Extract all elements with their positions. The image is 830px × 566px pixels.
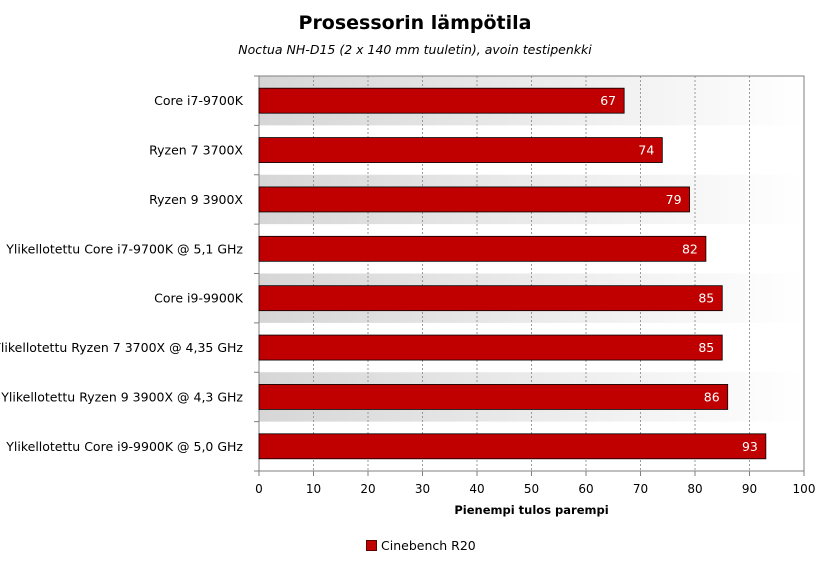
bar <box>258 433 767 460</box>
bar-value-label: 74 <box>638 143 654 158</box>
x-tick-label: 100 <box>793 482 816 496</box>
bar <box>258 235 707 262</box>
category-label: Ylikellotettu Ryzen 9 3900X @ 4,3 GHz <box>0 389 243 404</box>
category-label: Ryzen 9 3900X <box>149 192 243 207</box>
bar-value-label: 82 <box>682 241 698 256</box>
legend-swatch <box>366 540 377 551</box>
bar-value-label: 67 <box>600 93 616 108</box>
bar <box>258 137 663 163</box>
category-label: Core i7-9700K <box>154 93 244 108</box>
category-label: Ylikellotettu Core i9-9900K @ 5,0 GHz <box>5 439 243 454</box>
bar-value-label: 93 <box>742 439 758 454</box>
bar-value-label: 85 <box>698 340 714 355</box>
x-tick-label: 60 <box>578 482 593 496</box>
bar <box>258 384 729 410</box>
x-tick-label: 40 <box>469 482 484 496</box>
bar <box>258 87 625 114</box>
chart-subtitle: Noctua NH-D15 (2 x 140 mm tuuletin), avo… <box>238 42 592 57</box>
bar <box>258 186 690 213</box>
bar <box>258 285 723 312</box>
x-tick-label: 0 <box>255 482 263 496</box>
x-tick-label: 20 <box>360 482 375 496</box>
x-tick-label: 30 <box>415 482 430 496</box>
bar-value-label: 79 <box>666 192 682 207</box>
category-label: Ryzen 7 3700X <box>149 143 243 158</box>
bar-value-label: 85 <box>698 291 714 306</box>
x-tick-label: 10 <box>306 482 321 496</box>
x-tick-label: 90 <box>742 482 757 496</box>
category-label: Ylikellotettu Ryzen 7 3700X @ 4,35 GHz <box>0 340 243 355</box>
bar-value-label: 86 <box>704 389 720 404</box>
category-label: Core i9-9900K <box>154 291 244 306</box>
chart-title: Prosessorin lämpötila <box>298 12 532 34</box>
category-label: Ylikellotettu Core i7-9700K @ 5,1 GHz <box>5 241 243 256</box>
x-tick-label: 50 <box>524 482 539 496</box>
bar <box>258 334 723 361</box>
legend-label: Cinebench R20 <box>381 538 476 553</box>
x-tick-label: 80 <box>687 482 702 496</box>
x-axis-title: Pienempi tulos parempi <box>454 503 608 517</box>
legend: Cinebench R20 <box>366 538 476 553</box>
x-tick-label: 70 <box>633 482 648 496</box>
